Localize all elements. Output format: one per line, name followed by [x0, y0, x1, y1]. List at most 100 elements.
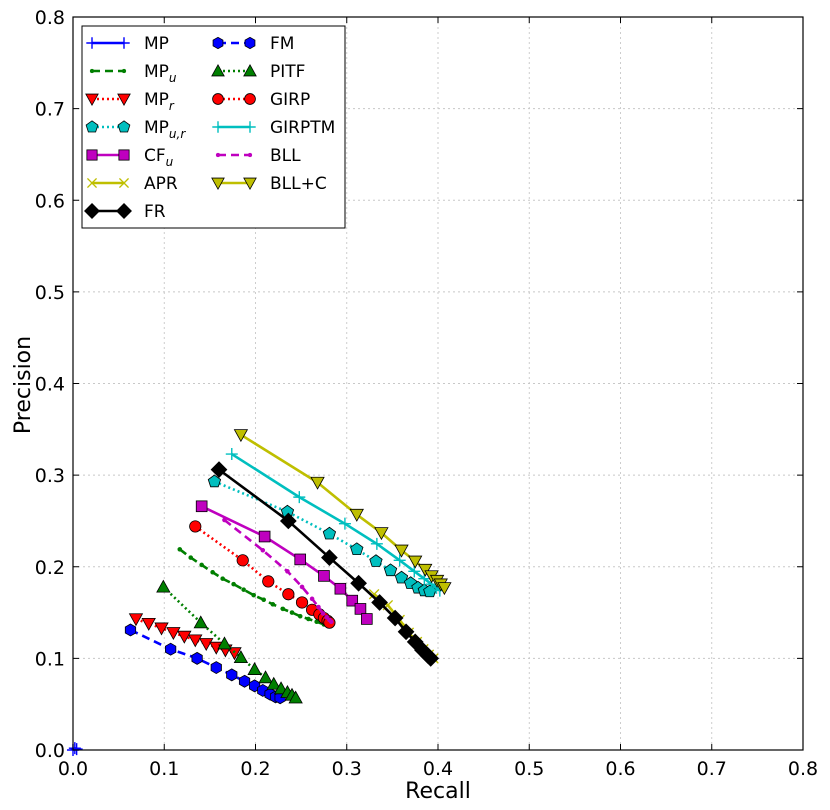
y-tick-label: 0.7: [35, 99, 65, 121]
point-bll-7: [324, 614, 329, 620]
point-fr-4: [371, 594, 388, 611]
point-cfu-0: [195, 500, 208, 513]
legend-marker-girp: [244, 93, 256, 105]
legend-marker-fr: [116, 203, 132, 219]
legend-item-fr: FR: [84, 202, 166, 222]
point-mpr-1: [141, 617, 156, 631]
x-tick-label: 0.2: [240, 758, 270, 780]
legend-item-cfu: CFu: [86, 146, 174, 169]
series-mp: [67, 742, 83, 756]
series-pitf: [156, 579, 303, 704]
x-tick-label: 0.5: [514, 758, 544, 780]
y-tick-label: 0.1: [35, 648, 65, 670]
x-tick-label: 0.6: [605, 758, 635, 780]
legend-item-girptm: GIRPTM: [212, 118, 335, 138]
legend-marker-mpr: [117, 93, 131, 106]
point-fm-2: [191, 651, 203, 665]
series-bll: [222, 517, 334, 624]
point-mpu-10: [280, 606, 286, 612]
legend-marker-apr: [118, 177, 130, 189]
series-mpu-r: [207, 474, 437, 598]
point-mpu-8: [261, 597, 266, 603]
axis-ticks: 0.0 0.1 0.2 0.3 0.4 0.5 0.6 0.7 0.8 0.0 0.1 0.2 0.3 0…: [35, 7, 818, 780]
point-pitf-1: [193, 615, 208, 629]
point-mpr-9: [227, 647, 242, 661]
legend-label-fm: FM: [270, 34, 294, 54]
x-tick-label: 0.1: [149, 758, 179, 780]
y-tick-label: 0.5: [35, 282, 65, 304]
legend-marker-girptm: [212, 121, 224, 133]
point-mpu-3: [210, 569, 215, 575]
point-mpr-2: [154, 622, 169, 636]
point-girp-3: [282, 588, 295, 601]
point-mpu-r-3: [350, 542, 364, 555]
point-mpr-5: [188, 634, 203, 648]
legend-label-mpu: MPu: [144, 62, 177, 85]
y-tick-label: 0.6: [35, 190, 65, 212]
y-tick-label: 0.8: [35, 7, 65, 29]
point-mpu-0: [177, 547, 183, 552]
point-bll-c-5: [408, 555, 423, 569]
series-line-mpu: [178, 548, 325, 626]
y-tick-label: 0.2: [35, 557, 65, 579]
legend-marker-apr: [86, 177, 98, 189]
legend-item-mpu-r: MPu,r: [85, 118, 186, 141]
x-tick-label: 0.8: [788, 758, 818, 780]
point-girptm-3: [370, 537, 383, 550]
legend-marker-fm: [244, 36, 256, 50]
point-pitf-6: [266, 676, 281, 690]
point-mpu-r-2: [322, 526, 337, 540]
point-bll-1: [260, 547, 266, 553]
series-cfu: [195, 500, 373, 625]
point-girptm-0: [225, 448, 238, 461]
point-fr-5: [386, 609, 404, 627]
legend-marker-pitf: [243, 64, 257, 77]
legend-item-mpu: MPu: [89, 62, 177, 85]
series-fm: [124, 623, 286, 705]
legend-marker-fr: [84, 203, 100, 219]
legend-label-cfu: CFu: [144, 146, 174, 169]
legend-label-apr: APR: [144, 174, 178, 194]
point-bll-9: [328, 619, 334, 624]
point-pitf-0: [156, 579, 171, 593]
point-mpu-r-5: [383, 563, 398, 577]
point-bll-5: [316, 604, 321, 610]
legend-marker-mp: [118, 37, 130, 49]
point-bll-2: [285, 569, 290, 574]
point-mpr-6: [199, 638, 214, 652]
point-girp-1: [236, 554, 249, 567]
point-mpu-13: [306, 616, 311, 622]
legend-label-bll-c: BLL+C: [270, 174, 327, 194]
point-cfu-2: [294, 553, 307, 566]
point-girp-0: [189, 520, 202, 533]
legend-item-girp: GIRP: [212, 90, 310, 110]
point-girptm-1: [293, 491, 306, 504]
point-mpu-r-6: [394, 570, 409, 584]
series-line-girptm: [231, 452, 441, 592]
point-fr-6: [397, 623, 415, 641]
legend-label-mp: MP: [144, 34, 169, 54]
legend-marker-fm: [212, 36, 224, 50]
point-fm-0: [124, 623, 137, 637]
legend-marker-mpu: [121, 68, 127, 74]
point-cfu-3: [318, 570, 330, 582]
point-mpu-1: [188, 555, 193, 560]
x-tick-label: 0.4: [423, 758, 453, 780]
x-tick-label: 0.0: [58, 758, 88, 780]
point-bll-c-0: [233, 429, 249, 443]
point-pitf-2: [217, 636, 232, 650]
point-girptm-5: [408, 565, 421, 578]
legend-marker-girptm: [244, 121, 256, 133]
point-bll-c-2: [349, 508, 364, 522]
point-mpu-r-0: [207, 474, 222, 488]
legend-marker-mpu: [89, 68, 95, 74]
point-mpu-11: [289, 610, 295, 615]
point-mpu-5: [231, 581, 236, 587]
legend-label-mpu-r: MPu,r: [144, 118, 186, 141]
point-bll-3: [299, 584, 305, 590]
point-mpu-7: [251, 592, 256, 598]
point-fm-1: [165, 642, 177, 656]
point-girp-2: [262, 575, 275, 588]
legend-marker-cfu: [118, 149, 130, 161]
